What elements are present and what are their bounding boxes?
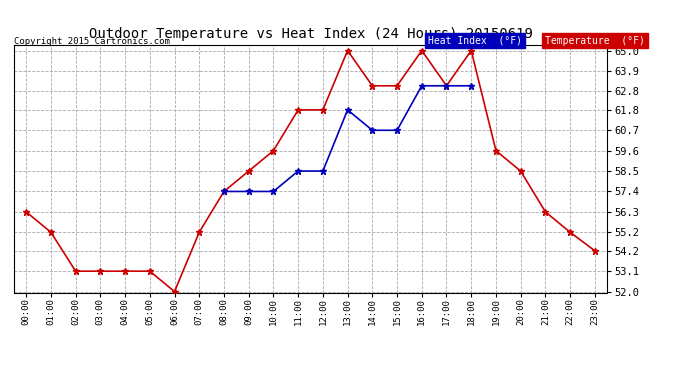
Text: Heat Index  (°F): Heat Index (°F)	[428, 36, 522, 46]
Text: Temperature  (°F): Temperature (°F)	[545, 36, 645, 46]
Text: Copyright 2015 Cartronics.com: Copyright 2015 Cartronics.com	[14, 38, 170, 46]
Title: Outdoor Temperature vs Heat Index (24 Hours) 20150619: Outdoor Temperature vs Heat Index (24 Ho…	[88, 27, 533, 41]
